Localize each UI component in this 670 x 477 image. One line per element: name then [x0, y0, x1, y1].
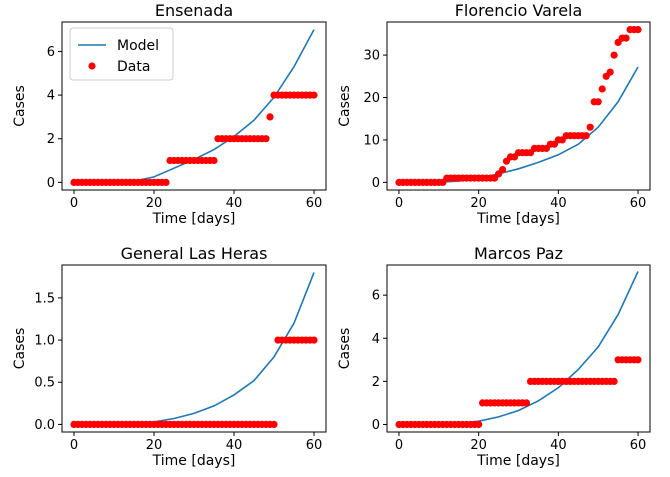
- data-point: [262, 135, 270, 143]
- x-tick-label: 0: [395, 438, 403, 453]
- legend-box: [69, 27, 174, 81]
- x-tick-label: 20: [146, 438, 163, 453]
- x-tick-label: 0: [395, 196, 403, 211]
- y-tick-label: 6: [372, 289, 380, 304]
- subplot-2: 0 20 40 60 0 10 20 30 Florencio Varela Time [days…: [337, 1, 651, 227]
- x-tick-label: 0: [70, 196, 78, 211]
- x-tick-label: 40: [226, 438, 243, 453]
- data-point: [634, 356, 642, 364]
- x-tick-label: 20: [470, 438, 487, 453]
- y-tick-label: 1.0: [34, 334, 55, 349]
- y-tick-label: 0: [372, 418, 380, 433]
- data-point: [582, 132, 590, 140]
- axes-frame: [386, 21, 651, 191]
- y-axis-label: Cases: [12, 328, 28, 370]
- x-tick-label: 60: [630, 196, 647, 211]
- subplot-3: 0 20 40 60 0.0 0.5 1.0 1.5 General Las Heras Time…: [12, 244, 327, 469]
- x-tick-label: 20: [470, 196, 487, 211]
- data-point: [475, 420, 483, 429]
- x-tick-label: 60: [630, 438, 647, 453]
- x-axis-label: Time [days]: [152, 453, 236, 469]
- data-point: [270, 420, 278, 428]
- y-tick-label: 2: [372, 375, 380, 390]
- x-tick-label: 60: [306, 196, 323, 211]
- y-tick-label: 6: [47, 45, 55, 60]
- data-point: [634, 26, 642, 34]
- y-tick-label: 10: [363, 133, 380, 148]
- x-tick-label: 40: [550, 438, 567, 453]
- y-tick-label: 0.0: [34, 418, 55, 433]
- subplot-title: General Las Heras: [121, 244, 268, 263]
- data-point: [522, 399, 531, 407]
- subplot-title: Ensenada: [155, 1, 233, 20]
- legend-data-label: Data: [117, 59, 150, 75]
- subplot-4: 0 20 40 60 0 2 4 6 Marcos Paz Time [days] Cases: [337, 244, 651, 469]
- y-axis-label: Cases: [337, 328, 353, 370]
- data-point: [606, 68, 614, 76]
- data-point: [610, 51, 618, 59]
- data-point: [310, 91, 318, 99]
- axes-frame: [61, 21, 327, 191]
- y-tick-label: 0: [47, 176, 55, 191]
- y-axis-label: Cases: [337, 85, 353, 127]
- y-tick-label: 20: [363, 91, 380, 106]
- x-tick-label: 60: [306, 438, 323, 453]
- model-line: [399, 66, 639, 184]
- x-tick-label: 40: [226, 196, 243, 211]
- data-point: [162, 178, 170, 186]
- x-tick-label: 40: [550, 196, 567, 211]
- x-axis-label: Time [days]: [152, 211, 236, 227]
- legend-data-swatch: [88, 62, 96, 70]
- data-point: [594, 98, 602, 106]
- y-tick-label: 4: [47, 89, 55, 104]
- data-point: [586, 123, 594, 131]
- model-line: [74, 272, 315, 426]
- data-point: [310, 336, 318, 344]
- data-point: [598, 85, 606, 93]
- x-tick-label: 0: [70, 438, 78, 453]
- x-tick-label: 20: [146, 196, 163, 211]
- y-axis-label: Cases: [12, 85, 28, 127]
- y-tick-label: 1.5: [34, 291, 55, 306]
- axes-frame: [61, 264, 327, 433]
- x-axis-label: Time [days]: [476, 453, 560, 469]
- subplot-1: 0 20 40 60 0 2 4 6 Ensenada Time [days] Cases Model…: [12, 1, 327, 227]
- data-point: [210, 156, 218, 165]
- legend: Model Data: [69, 27, 174, 81]
- data-point: [266, 113, 274, 121]
- axes-frame: [386, 264, 651, 433]
- legend-model-label: Model: [117, 38, 159, 54]
- subplot-title: Florencio Varela: [455, 1, 583, 20]
- subplot-title: Marcos Paz: [474, 244, 563, 263]
- data-point: [622, 34, 630, 42]
- y-tick-label: 2: [47, 132, 55, 147]
- x-axis-label: Time [days]: [476, 211, 560, 227]
- y-tick-label: 0: [372, 176, 380, 191]
- data-point: [610, 377, 618, 385]
- data-point: [499, 166, 507, 174]
- y-tick-label: 4: [372, 332, 380, 347]
- y-tick-label: 30: [363, 49, 380, 64]
- y-tick-label: 0.5: [34, 376, 55, 391]
